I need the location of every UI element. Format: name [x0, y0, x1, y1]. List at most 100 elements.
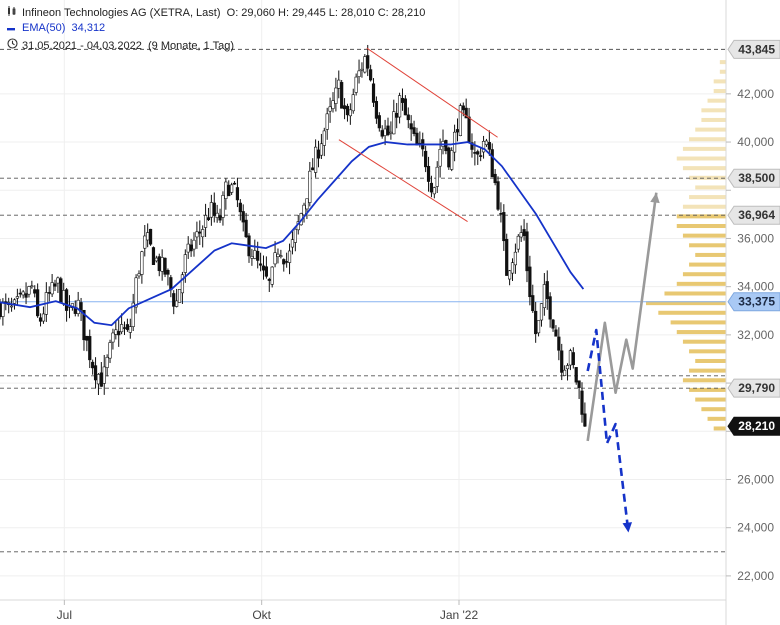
volume-profile-bar	[707, 416, 726, 421]
candle-body	[305, 198, 309, 210]
candle-body	[426, 165, 431, 182]
candle-body	[172, 293, 176, 307]
candle-body	[9, 305, 14, 308]
candlestick-series	[0, 44, 587, 427]
candle-body	[33, 289, 37, 294]
candle-body	[125, 324, 130, 330]
y-tick-label: 26,000	[737, 472, 774, 486]
candle-body	[285, 261, 289, 263]
candle-body	[455, 129, 460, 133]
volume-profile-bar	[713, 426, 726, 431]
candle-body	[328, 106, 332, 112]
candlestick-icon	[6, 6, 18, 19]
candle-body	[392, 111, 396, 135]
candle-body	[148, 228, 153, 245]
candle-body	[157, 256, 161, 272]
ema-50-line	[0, 141, 585, 327]
projection-arrows	[586, 192, 660, 533]
candle-body	[56, 277, 60, 284]
ema-label: EMA(50)	[22, 22, 66, 34]
volume-profile-bar	[689, 195, 726, 200]
candle-body	[91, 361, 95, 369]
candle-body	[337, 79, 341, 89]
candle-body	[41, 313, 46, 322]
volume-profile-bar	[719, 69, 726, 74]
header-ema: EMA(50) 34,312	[6, 22, 105, 34]
candle-body	[487, 142, 491, 150]
clock-icon	[6, 38, 18, 52]
volume-profile-bar	[658, 310, 726, 315]
candle-body	[516, 235, 520, 250]
candle-body	[583, 413, 587, 427]
candle-body	[316, 149, 321, 159]
candle-body	[131, 302, 135, 327]
volume-profile-bar	[676, 214, 726, 219]
candle-body	[96, 374, 101, 385]
candle-body	[302, 204, 306, 216]
candle-body	[377, 115, 381, 129]
highlight-tag-bg	[727, 292, 780, 312]
candle-body	[481, 141, 486, 153]
y-axis: 22,000 24,000 26,000 32,000 34,000 36,000 40,0…	[725, 0, 774, 625]
candle-body	[429, 182, 434, 193]
candle-body	[270, 266, 274, 285]
candle-body	[334, 87, 338, 104]
candle-body	[244, 219, 248, 238]
candle-body	[0, 302, 2, 318]
last-price-tag-bg	[727, 416, 780, 436]
volume-profile-bar	[695, 252, 726, 257]
candle-body	[12, 299, 17, 304]
candle-body	[27, 286, 31, 295]
volume-profile-bar	[676, 330, 726, 335]
candle-body	[287, 250, 292, 263]
candle-body	[473, 152, 477, 154]
candle-body	[256, 250, 260, 261]
volume-profile-bar	[707, 98, 726, 103]
projection-down-path	[586, 328, 630, 533]
candle-body	[267, 278, 271, 281]
y-tick-label: 24,000	[737, 521, 774, 535]
volume-profile-bar	[695, 358, 726, 363]
candle-body	[183, 254, 187, 273]
level-tag-label: 29,790	[738, 381, 775, 395]
candle-body	[290, 239, 295, 248]
candle-body	[557, 336, 561, 351]
volume-profile-bar	[695, 185, 726, 190]
candle-body	[151, 247, 156, 265]
price-tags: 43,845 38,500 36,964 33,375 29,790 28,210	[727, 39, 780, 436]
candle-body	[406, 114, 410, 121]
candle-body	[308, 170, 312, 203]
candle-body	[212, 202, 216, 216]
candle-body	[403, 98, 407, 116]
grid-lines	[0, 0, 726, 600]
volume-profile	[646, 60, 726, 431]
candle-body	[357, 70, 361, 77]
candle-body	[258, 263, 263, 266]
candle-body	[79, 302, 83, 311]
candle-body	[493, 173, 497, 184]
candle-body	[93, 365, 98, 381]
candle-body	[395, 112, 399, 118]
candle-body	[120, 324, 124, 333]
candle-body	[273, 252, 277, 265]
volume-profile-bar	[695, 397, 726, 402]
y-tick-label: 22,000	[737, 569, 774, 583]
volume-profile-bar	[682, 204, 726, 209]
candle-body	[314, 146, 318, 173]
candle-body	[177, 289, 182, 303]
candle-body	[85, 335, 89, 341]
x-tick-label: Jul	[57, 608, 72, 622]
level-tag-label: 36,964	[738, 208, 775, 222]
candle-body	[18, 292, 22, 295]
volume-profile-bar	[682, 233, 726, 238]
candle-body	[470, 142, 474, 150]
volume-profile-bar	[682, 272, 726, 277]
candle-body	[282, 259, 286, 265]
candle-body	[180, 274, 185, 294]
candle-body	[203, 215, 208, 228]
candle-body	[542, 284, 546, 309]
candle-body	[322, 130, 326, 146]
candle-body	[447, 147, 451, 168]
candle-body	[186, 243, 190, 253]
